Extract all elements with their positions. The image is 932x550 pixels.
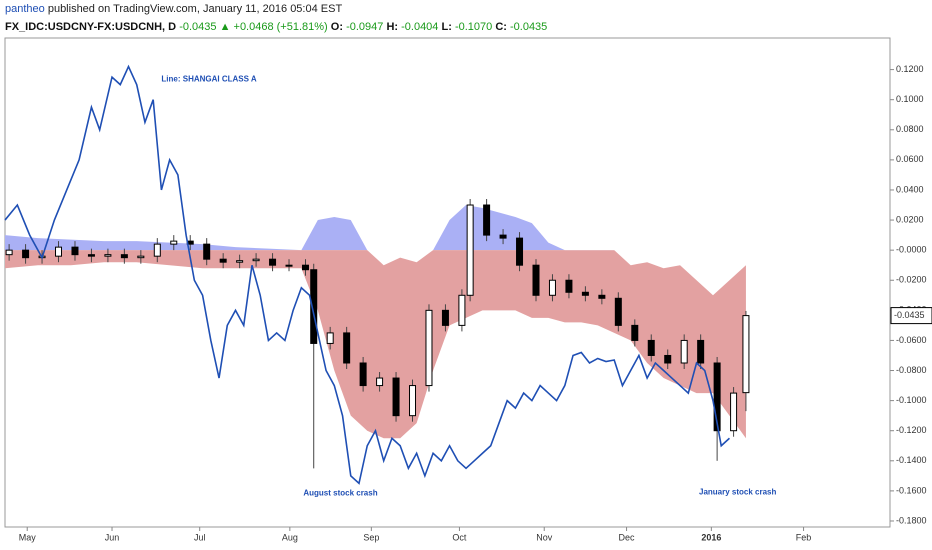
candle-body [392, 377, 400, 417]
l-label: L: [441, 21, 451, 33]
candle-body [466, 204, 474, 296]
y-tick-label: 0.1000 [896, 94, 924, 104]
y-tick-label: 0.0800 [896, 124, 924, 134]
candle-body [285, 264, 293, 267]
candle-body [376, 377, 384, 387]
x-tick-label: Aug [282, 532, 298, 542]
arrow: ▲ [220, 21, 231, 33]
y-tick-label: -0.0800 [896, 365, 927, 375]
y-tick-label: 0.0600 [896, 154, 924, 164]
candle-body [310, 269, 318, 344]
x-tick-label: Dec [619, 532, 636, 542]
candle-body [153, 243, 161, 257]
candle-body [598, 294, 606, 299]
published: published on TradingView.com, January 11… [48, 3, 343, 15]
y-tick-label: -0.1200 [896, 425, 927, 435]
user[interactable]: pantheo [5, 3, 45, 15]
candle-body [697, 339, 705, 364]
candle-body [631, 324, 639, 341]
candle-body [581, 291, 589, 296]
line-layer [4, 64, 731, 485]
axis-layer: 0.1200 0.1000 0.0800 0.0600 0.0400 0.0200 -0.0… [5, 64, 932, 542]
candle-body [301, 264, 309, 271]
candle-body [359, 362, 367, 387]
header: pantheo published on TradingView.com, Ja… [5, 3, 342, 15]
h-label: H: [386, 21, 398, 33]
candle-body [137, 255, 145, 259]
band-area-above [5, 205, 615, 251]
candle-body [55, 246, 63, 257]
y-tick-label: 0.0400 [896, 184, 924, 194]
c-label: C: [495, 21, 507, 33]
candle-body [425, 309, 433, 387]
candle-body [343, 332, 351, 364]
quote-line: FX_IDC:USDCNY-FX:USDCNH, D -0.0435 ▲ +0.… [5, 21, 547, 33]
candle-body [713, 362, 721, 432]
x-tick-label: May [19, 532, 37, 542]
x-tick-label: Feb [796, 532, 812, 542]
x-tick-label: Nov [536, 532, 553, 542]
x-tick-label: Oct [452, 532, 467, 542]
candle-layer [5, 198, 750, 469]
y-tick-label: -0.1000 [896, 395, 927, 405]
y-tick-label: 0.0200 [896, 214, 924, 224]
last: -0.0435 [179, 21, 216, 33]
candle-body [664, 354, 672, 364]
x-tick-label: Sep [363, 532, 379, 542]
o: -0.0947 [346, 21, 383, 33]
annotation: Line: SHANGAI CLASS A [161, 74, 256, 83]
annotation: January stock crash [699, 488, 776, 497]
y-tick-label: -0.1800 [896, 515, 927, 525]
candle-body [565, 279, 573, 293]
candle-body [71, 246, 79, 256]
y-tick-label: -0.0000 [896, 245, 927, 255]
candle-body [104, 254, 112, 257]
candle-body [236, 260, 244, 263]
band-layer [5, 205, 746, 439]
candle-body [409, 385, 417, 417]
candle-body [458, 294, 466, 326]
y-tick-label: -0.0600 [896, 335, 927, 345]
candle-body [680, 339, 688, 364]
y-tick-label: 0.1200 [896, 64, 924, 74]
candle-body [742, 315, 750, 394]
candle-body [269, 258, 277, 266]
y-tick-label: -0.1600 [896, 485, 927, 495]
y-tick-label: -0.0200 [896, 275, 927, 285]
candle-body [252, 258, 260, 262]
candle-body [532, 264, 540, 296]
candle-body [516, 237, 524, 266]
x-tick-label: 2016 [701, 532, 721, 542]
candle-body [5, 249, 13, 256]
x-tick-label: Jul [194, 532, 206, 542]
c: -0.0435 [510, 21, 547, 33]
symbol: FX_IDC:USDCNY-FX:USDCNH, D [5, 21, 176, 33]
candle-body [730, 392, 738, 432]
shanghai-line [4, 64, 731, 485]
o-label: O: [331, 21, 343, 33]
price-label: -0.0435 [894, 310, 925, 320]
candle-body [483, 204, 491, 236]
l: -0.1070 [455, 21, 492, 33]
candle-body [203, 243, 211, 260]
price-label-box [890, 307, 932, 325]
candle-body [614, 297, 622, 326]
candle-body [499, 234, 507, 239]
candle-body [647, 339, 655, 356]
band-area-below [5, 250, 746, 439]
x-tick-label: Jun [105, 532, 120, 542]
candle-body [219, 258, 227, 263]
candle-body [441, 309, 449, 326]
candle-body [548, 279, 556, 296]
annotation: August stock crash [303, 488, 377, 497]
candle-body [120, 254, 128, 259]
change: +0.0468 (+51.81%) [234, 21, 328, 33]
candle-body [87, 254, 95, 257]
candle-body [170, 240, 178, 245]
y-tick-label: -0.1400 [896, 455, 927, 465]
candle-body [22, 249, 30, 259]
candle-body [326, 332, 334, 344]
h: -0.0404 [401, 21, 438, 33]
